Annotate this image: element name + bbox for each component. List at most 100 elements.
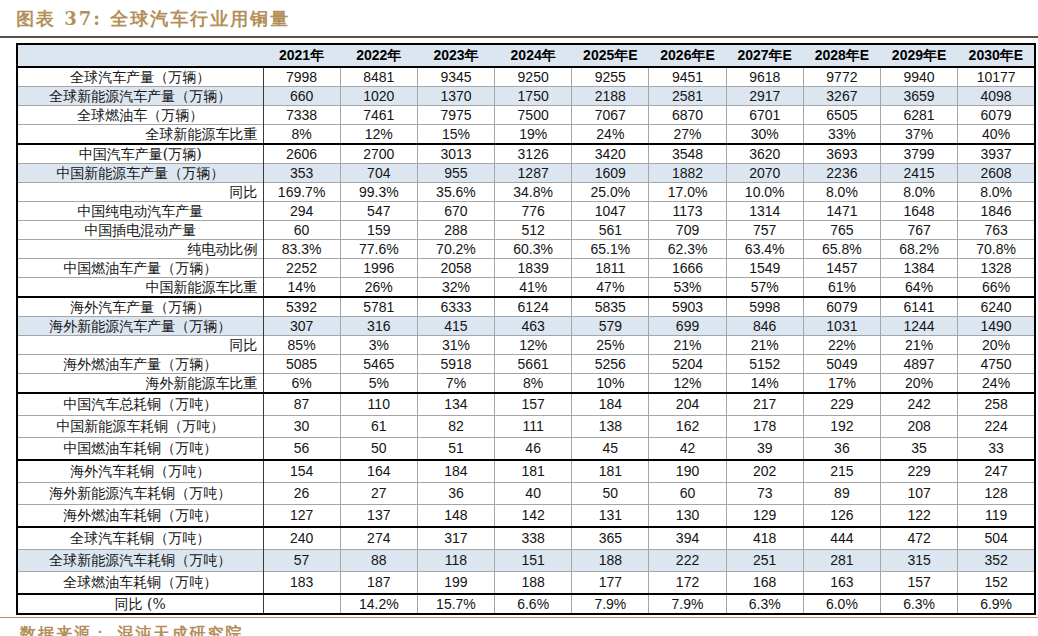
table-row: 纯电动比例83.3%77.6%70.2%60.3%65.1%62.3%63.4%…	[17, 240, 1035, 259]
table-cell: 87	[263, 393, 340, 416]
table-cell: 660	[263, 87, 340, 106]
table-cell: 5049	[803, 355, 880, 374]
table-cell: 169.7%	[263, 183, 340, 202]
table-cell: 365	[572, 527, 649, 550]
table-cell: 65.1%	[572, 240, 649, 259]
row-label: 全球新能源车比重	[17, 125, 263, 145]
row-label: 海外新能源车比重	[17, 374, 263, 394]
table-row: 同比85%3%31%12%25%21%21%22%21%20%	[17, 336, 1035, 355]
table-cell: 85%	[263, 336, 340, 355]
table-cell: 21%	[726, 336, 803, 355]
table-cell: 15%	[417, 125, 494, 145]
table-cell: 240	[263, 527, 340, 550]
table-cell: 4750	[958, 355, 1035, 374]
table-cell: 1846	[958, 202, 1035, 221]
table-cell: 5204	[649, 355, 726, 374]
row-label: 全球燃油车（万辆）	[17, 106, 263, 125]
table-cell: 138	[572, 416, 649, 438]
table-cell: 57%	[726, 278, 803, 298]
table-cell: 89	[803, 483, 880, 505]
table-cell: 39	[726, 438, 803, 461]
table-cell: 6333	[417, 297, 494, 317]
table-row: 中国新能源车产量（万辆）3537049551287160918822070223…	[17, 164, 1035, 183]
table-cell: 9255	[572, 67, 649, 87]
table-cell: 8.0%	[803, 183, 880, 202]
table-cell: 62.3%	[649, 240, 726, 259]
table-cell: 776	[495, 202, 572, 221]
table-cell: 6281	[881, 106, 958, 125]
table-cell: 33%	[803, 125, 880, 145]
table-cell: 6505	[803, 106, 880, 125]
table-cell: 2415	[881, 164, 958, 183]
table-cell: 6.3%	[726, 594, 803, 614]
table-cell: 8481	[340, 67, 417, 87]
table-cell: 3693	[803, 144, 880, 164]
table-row: 中国纯电动汽车产量2945476707761047117313141471164…	[17, 202, 1035, 221]
table-cell: 1471	[803, 202, 880, 221]
table-cell: 6.6%	[495, 594, 572, 614]
table-cell: 14%	[263, 278, 340, 298]
table-cell: 1457	[803, 259, 880, 278]
table-row: 海外汽车产量（万辆）539257816333612458355903599860…	[17, 297, 1035, 317]
table-cell	[263, 594, 340, 614]
table-cell: 46	[495, 438, 572, 461]
table-cell: 1882	[649, 164, 726, 183]
table-row: 中国新能源车比重14%26%32%41%47%53%57%61%64%66%	[17, 278, 1035, 298]
table-cell: 6079	[803, 297, 880, 317]
column-header: 2028年E	[803, 44, 880, 67]
table-cell: 152	[958, 572, 1035, 595]
row-label: 全球新能源汽车产量（万辆）	[17, 87, 263, 106]
table-cell: 242	[881, 393, 958, 416]
table-cell: 128	[958, 483, 1035, 505]
table-cell: 66%	[958, 278, 1035, 298]
header-row: 2021年2022年2023年2024年2025年E2026年E2027年E20…	[17, 44, 1035, 67]
table-cell: 3267	[803, 87, 880, 106]
table-cell: 26	[263, 483, 340, 505]
table-cell: 2606	[263, 144, 340, 164]
table-cell: 8%	[263, 125, 340, 145]
table-cell: 9940	[881, 67, 958, 87]
table-cell: 7.9%	[649, 594, 726, 614]
table-cell: 757	[726, 221, 803, 240]
table-cell: 5256	[572, 355, 649, 374]
column-header: 2023年	[417, 44, 494, 67]
copper-usage-table: 2021年2022年2023年2024年2025年E2026年E2027年E20…	[16, 43, 1036, 615]
table-cell: 317	[417, 527, 494, 550]
row-label: 海外汽车耗铜（万吨）	[17, 460, 263, 483]
table-cell: 10%	[572, 374, 649, 394]
table-row: 全球燃油车（万辆）7338746179757500706768706701650…	[17, 106, 1035, 125]
table-cell: 199	[417, 572, 494, 595]
table-cell: 64%	[881, 278, 958, 298]
table-cell: 119	[958, 505, 1035, 528]
table-cell: 60	[263, 221, 340, 240]
row-label: 海外燃油车耗铜（万吨）	[17, 505, 263, 528]
table-cell: 2608	[958, 164, 1035, 183]
table-row: 全球新能源车比重8%12%15%19%24%27%30%33%37%40%	[17, 125, 1035, 145]
table-cell: 68.2%	[881, 240, 958, 259]
table-cell: 7%	[417, 374, 494, 394]
table-cell: 25.0%	[572, 183, 649, 202]
table-cell: 20%	[881, 374, 958, 394]
table-cell: 184	[572, 393, 649, 416]
table-cell: 60	[649, 483, 726, 505]
table-cell: 4897	[881, 355, 958, 374]
table-cell: 19%	[495, 125, 572, 145]
table-cell: 7461	[340, 106, 417, 125]
table-cell: 21%	[881, 336, 958, 355]
table-cell: 7067	[572, 106, 649, 125]
table-cell: 2058	[417, 259, 494, 278]
row-label: 全球汽车产量（万辆）	[17, 67, 263, 87]
table-cell: 229	[881, 460, 958, 483]
row-label: 同比 (%	[17, 594, 263, 614]
table-cell: 51	[417, 438, 494, 461]
table-cell: 1811	[572, 259, 649, 278]
table-cell: 208	[881, 416, 958, 438]
table-cell: 14%	[726, 374, 803, 394]
column-header: 2021年	[263, 44, 340, 67]
table-cell: 164	[340, 460, 417, 483]
table-cell: 26%	[340, 278, 417, 298]
table-cell: 178	[726, 416, 803, 438]
table-cell: 1020	[340, 87, 417, 106]
table-cell: 6141	[881, 297, 958, 317]
table-cell: 130	[649, 505, 726, 528]
